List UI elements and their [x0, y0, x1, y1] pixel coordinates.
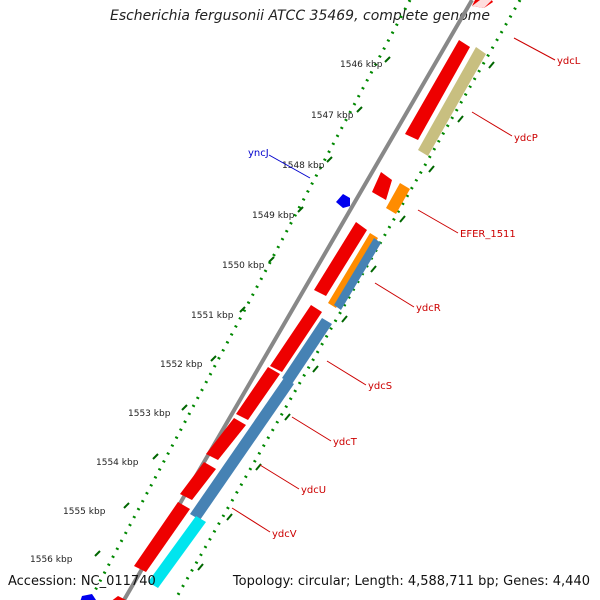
gene-label-ydcP[interactable]: ydcP	[514, 133, 538, 144]
feature-steelblue-3[interactable]	[190, 378, 294, 520]
tick-mark	[239, 306, 246, 313]
tick-mark	[94, 550, 101, 557]
gene-label-ydcT[interactable]: ydcT	[333, 437, 358, 448]
tick-label: 1549 kbp	[252, 211, 295, 221]
feature-steelblue-1[interactable]	[334, 238, 381, 310]
gene-bottom-forward[interactable]	[110, 596, 126, 600]
feature-orange-1[interactable]	[386, 183, 410, 214]
gene-labels: ydcL ydcP yncJ EFER_1511 ydcR ydcS ydcT …	[248, 56, 581, 540]
tick-mark	[210, 355, 217, 362]
tick-mark	[297, 206, 304, 213]
gene-label-ydcV[interactable]: ydcV	[272, 529, 297, 540]
gene-yncJ[interactable]	[336, 194, 350, 208]
tick-mark	[268, 256, 275, 263]
gene-bottom-blue[interactable]	[80, 594, 96, 600]
feature-cyan[interactable]	[148, 516, 206, 588]
inner-feature-track	[148, 47, 486, 588]
tick-label: 1548 kbp	[282, 161, 325, 171]
feature-orange-2[interactable]	[328, 233, 378, 308]
tick-label: 1551 kbp	[191, 311, 234, 321]
forward-cds-track	[110, 0, 493, 600]
tick-mark	[384, 56, 391, 63]
tick-label: 1547 kbp	[311, 111, 354, 121]
gene-ydcT-forward[interactable]	[236, 367, 280, 420]
tick-label: 1552 kbp	[160, 360, 203, 370]
tick-mark	[356, 106, 363, 113]
topology-text: Topology: circular; Length: 4,588,711 bp…	[232, 574, 590, 589]
gene-efer-forward[interactable]	[372, 172, 392, 200]
gene-label-ydcU[interactable]: ydcU	[301, 485, 326, 496]
gene-label-efer-1511[interactable]: EFER_1511	[460, 229, 516, 240]
tick-label: 1546 kbp	[340, 60, 383, 70]
inner-ring-ticks	[197, 61, 495, 571]
scale-ticks: 1546 kbp 1547 kbp 1548 kbp 1549 kbp 1550…	[30, 56, 391, 565]
gene-ydcU2-forward[interactable]	[180, 462, 216, 500]
gene-label-ydcR[interactable]: ydcR	[416, 303, 441, 314]
gene-label-ydcL[interactable]: ydcL	[557, 56, 581, 67]
tick-mark	[326, 156, 333, 163]
tick-mark	[123, 502, 130, 509]
gene-label-yncJ[interactable]: yncJ	[248, 148, 269, 159]
tick-mark	[181, 404, 188, 411]
tick-label: 1554 kbp	[96, 458, 139, 468]
tick-label: 1553 kbp	[128, 409, 171, 419]
gene-ydcL-tail	[472, 0, 492, 8]
outer-dotted-ring	[88, 0, 412, 600]
gene-ydcU-forward[interactable]	[206, 418, 246, 460]
feature-steelblue-2[interactable]	[282, 318, 332, 384]
feature-olive[interactable]	[418, 47, 486, 156]
map-title: Escherichia fergusonii ATCC 35469, compl…	[109, 8, 491, 24]
tick-label: 1550 kbp	[222, 261, 265, 271]
tick-label: 1555 kbp	[63, 507, 106, 517]
accession-text: Accession: NC_011740	[8, 574, 156, 589]
gene-ydcV-forward[interactable]	[134, 502, 190, 572]
gene-ydcP-forward[interactable]	[405, 40, 470, 140]
gene-label-ydcS[interactable]: ydcS	[368, 381, 392, 392]
gene-ydcS-forward[interactable]	[270, 305, 322, 372]
inner-dotted-ring	[173, 0, 522, 600]
backbone-ring	[122, 0, 474, 600]
gene-ydcR-forward[interactable]	[314, 222, 367, 296]
label-leaders	[231, 37, 556, 533]
tick-mark	[152, 453, 159, 460]
tick-label: 1556 kbp	[30, 555, 73, 565]
